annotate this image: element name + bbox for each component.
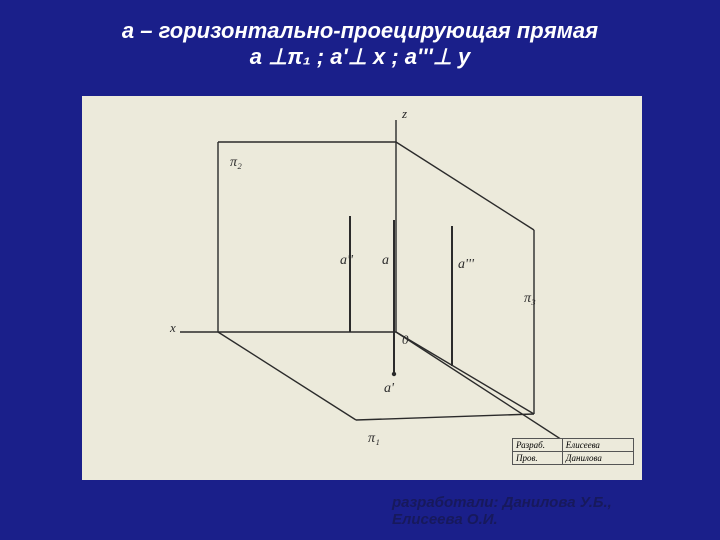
credit-line1: разработали: Данилова У.Б., <box>392 494 612 511</box>
slide-title: a – горизонтально-проецирующая прямая a … <box>0 18 720 70</box>
svg-text:a: a <box>382 253 389 268</box>
title-line2: a ⊥π₁ ; a'⊥ x ; a'''⊥ y <box>0 44 720 70</box>
credit-line2: Елисеева О.И. <box>392 511 498 528</box>
tblock-cell: Пров. <box>513 452 563 464</box>
svg-text:a'': a'' <box>340 253 354 268</box>
credit-text: разработали: Данилова У.Б., Елисеева О.И… <box>392 494 612 528</box>
svg-text:π₁: π₁ <box>368 431 380 446</box>
tblock-cell: Разраб. <box>513 439 563 451</box>
svg-text:z: z <box>401 106 407 121</box>
svg-text:0: 0 <box>402 332 409 347</box>
title-line1: a – горизонтально-проецирующая прямая <box>0 18 720 44</box>
title-block-table: Разраб.ЕлисееваПров.Данилова <box>512 438 634 465</box>
svg-text:π₂: π₂ <box>230 155 242 170</box>
tblock-cell: Елисеева <box>563 439 633 451</box>
svg-text:x: x <box>169 320 176 335</box>
projection-diagram: π₂π₃π₁zxy0a''aa'''a' <box>82 96 642 480</box>
svg-text:π₃: π₃ <box>524 291 536 306</box>
svg-text:a': a' <box>384 381 395 396</box>
tblock-cell: Данилова <box>563 452 633 464</box>
svg-text:a''': a''' <box>458 257 475 272</box>
